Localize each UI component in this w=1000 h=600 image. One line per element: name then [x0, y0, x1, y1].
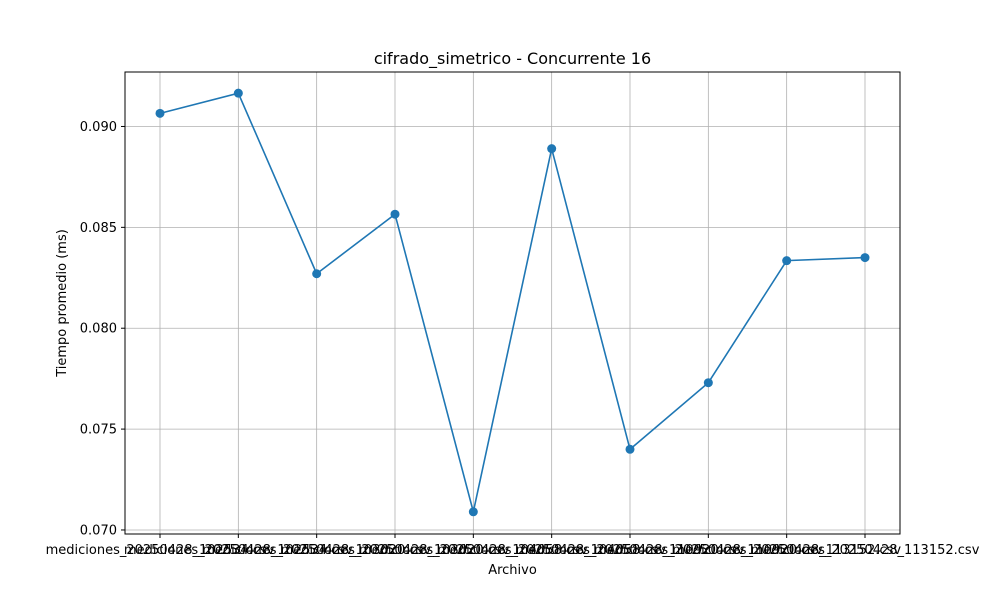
- series-line: [159, 92, 866, 513]
- ticks: mediciones_20250428_102534.csvmediciones…: [46, 120, 980, 558]
- x-tick-label: mediciones_20250428_104058.csv: [437, 543, 666, 558]
- data-point: [547, 144, 557, 154]
- y-axis-label: Tiempo promedio (ms): [55, 229, 70, 378]
- data-point: [233, 88, 243, 98]
- y-tick-label: 0.070: [80, 523, 117, 538]
- plot-frame: [124, 71, 901, 535]
- data-point: [312, 269, 322, 279]
- y-tick-label: 0.075: [80, 423, 117, 438]
- x-tick-label: mediciones_20250428_110920.csv: [594, 543, 823, 558]
- data-point: [860, 253, 870, 263]
- data-point: [625, 444, 635, 454]
- x-tick-label: mediciones_20250428_113152.csv: [672, 543, 901, 558]
- series: [155, 88, 870, 517]
- data-point: [155, 108, 165, 118]
- data-point: [468, 507, 478, 517]
- data-point: [390, 209, 400, 219]
- y-tick-label: 0.090: [80, 120, 117, 135]
- x-tick-label: mediciones_20250428_104058.csv: [359, 543, 588, 558]
- x-tick-label: mediciones_20250428_113152.csv: [751, 543, 980, 558]
- chart-title: cifrado_simetrico - Concurrente 16: [374, 49, 651, 69]
- x-tick-label: mediciones_20250428_102534.csv: [46, 543, 275, 558]
- x-axis-label: Archivo: [488, 563, 537, 578]
- x-tick-label: mediciones_20250428_102534.csv: [124, 543, 353, 558]
- y-tick-label: 0.085: [80, 221, 117, 236]
- y-tick-label: 0.080: [80, 322, 117, 337]
- x-tick-label: mediciones_20250428_110920.csv: [516, 543, 745, 558]
- data-point: [703, 378, 713, 388]
- x-tick-label: mediciones_20250428_103020.csv: [202, 543, 431, 558]
- data-point: [782, 256, 792, 266]
- x-tick-label: mediciones_20250428_103020.csv: [281, 543, 510, 558]
